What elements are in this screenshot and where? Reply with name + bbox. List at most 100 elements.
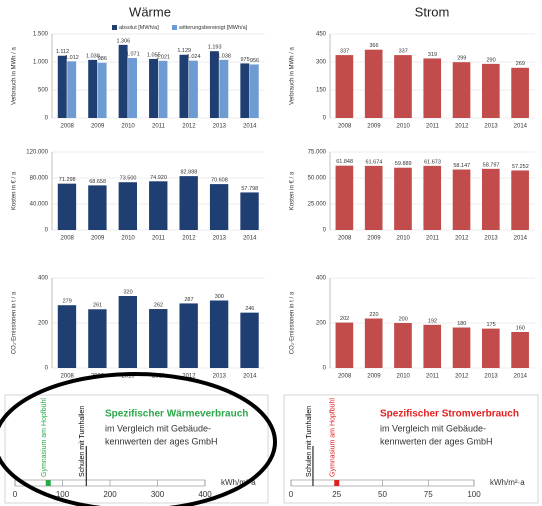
- x-tick-label: 2012: [455, 236, 469, 242]
- x-tick-label: 2009: [367, 374, 381, 380]
- bar: [118, 44, 128, 118]
- marker-label: Gymnasium am Hopfbühl: [330, 398, 337, 477]
- value-label: 279: [63, 299, 72, 305]
- panel-frame: [4, 394, 269, 504]
- value-label: 71.298: [59, 177, 76, 183]
- panel-subtitle: kennwerten der ages GmbH: [380, 436, 493, 446]
- value-label: 160: [516, 325, 525, 331]
- bar: [423, 165, 442, 230]
- bar: [118, 296, 138, 368]
- x-tick-label: 2014: [514, 236, 528, 242]
- x-tick-label: 2014: [243, 124, 257, 130]
- bar: [209, 184, 229, 230]
- bar: [335, 322, 354, 368]
- value-label: 320: [123, 289, 132, 295]
- y-tick-label: 0: [45, 116, 49, 122]
- bar: [240, 192, 259, 230]
- y-tick-label: 80.000: [30, 176, 49, 182]
- bar: [452, 327, 471, 368]
- x-tick-label: 2011: [426, 236, 440, 242]
- x-tick-label: 2008: [338, 236, 352, 242]
- value-label: 1.012: [65, 55, 79, 61]
- value-label: 180: [457, 321, 466, 327]
- y-axis-title: Verbrauch in MWh / a: [12, 46, 18, 104]
- value-label: 61.674: [366, 159, 383, 165]
- value-label: 68.658: [89, 179, 106, 185]
- y-axis-title: CO₂-Emissionen in t / a: [12, 291, 18, 354]
- legend-label: absolut [MWh/a]: [119, 25, 159, 31]
- value-label: 73.500: [120, 176, 137, 182]
- value-label: 192: [428, 318, 437, 324]
- x-tick-label: 2011: [426, 374, 440, 380]
- bar: [249, 64, 259, 118]
- value-label: 70.608: [211, 178, 228, 184]
- y-tick-label: 500: [38, 88, 49, 94]
- bar: [67, 61, 77, 118]
- y-axis-title: CO₂-Emissionen in t / a: [290, 291, 296, 354]
- x-tick-label: 25: [332, 490, 341, 499]
- y-tick-label: 400: [38, 276, 49, 282]
- value-label: 58.797: [483, 162, 500, 168]
- x-tick-label: 75: [424, 490, 433, 499]
- marker: [334, 480, 340, 486]
- bar: [149, 181, 168, 230]
- x-tick-label: 2009: [367, 124, 381, 130]
- x-tick-label: 2010: [121, 374, 135, 380]
- x-tick-label: 2008: [338, 374, 352, 380]
- panel-title: Spezifischer Stromverbrauch: [380, 409, 519, 420]
- bar: [481, 328, 500, 368]
- value-label: 61.673: [424, 159, 441, 165]
- x-tick-label: 2012: [182, 236, 196, 242]
- value-label: 261: [93, 303, 102, 309]
- bar: [118, 182, 138, 230]
- bar: [188, 60, 198, 118]
- x-tick-label: 2012: [182, 124, 196, 130]
- x-tick-label: 2014: [243, 236, 257, 242]
- value-label: 287: [184, 297, 193, 303]
- marker-label: Schulen mit Turnhallen: [306, 406, 313, 477]
- bar: [423, 58, 442, 118]
- panel-subtitle: im Vergleich mit Gebäude-: [380, 423, 486, 433]
- y-tick-label: 50.000: [308, 176, 327, 182]
- y-tick-label: 0: [45, 228, 49, 234]
- x-tick-label: 2008: [61, 236, 75, 242]
- x-tick-label: 2010: [397, 374, 411, 380]
- value-label: 58.147: [453, 163, 470, 169]
- bar: [240, 63, 250, 118]
- panel-subtitle: kennwerten der ages GmbH: [105, 436, 218, 446]
- x-tick-label: 2008: [338, 124, 352, 130]
- y-axis-title: Kosten in € / a: [290, 171, 296, 210]
- x-tick-label: 2014: [243, 374, 257, 380]
- y-axis-title: Verbrauch in MWh / a: [290, 46, 296, 104]
- bar: [511, 170, 529, 230]
- bar: [452, 169, 471, 230]
- bar: [240, 312, 259, 368]
- value-label: 1.021: [156, 54, 170, 60]
- bar: [511, 67, 529, 118]
- x-tick-label: 2011: [426, 124, 440, 130]
- bar: [179, 54, 189, 118]
- value-label: 74.920: [150, 175, 167, 181]
- x-tick-label: 50: [378, 490, 387, 499]
- x-tick-label: 2014: [514, 124, 528, 130]
- x-tick-label: 400: [198, 490, 212, 499]
- value-label: 61.848: [336, 159, 353, 165]
- x-tick-label: 2013: [213, 124, 227, 130]
- legend-label: witterungsbereinigt [MWh/a]: [178, 25, 248, 31]
- value-label: 82.888: [181, 170, 198, 176]
- x-tick-label: 2009: [91, 124, 105, 130]
- bar: [209, 51, 219, 118]
- panel-title: Spezifischer Wärmeverbrauch: [105, 409, 248, 420]
- x-tick-label: 2010: [397, 124, 411, 130]
- value-label: 175: [486, 322, 495, 328]
- bar: [335, 55, 354, 118]
- x-tick-label: 2010: [121, 124, 135, 130]
- value-label: 269: [516, 61, 525, 67]
- bar: [57, 305, 77, 368]
- x-tick-label: 2014: [514, 374, 528, 380]
- y-tick-label: 120.000: [26, 150, 48, 156]
- value-label: 319: [428, 52, 437, 58]
- bar: [481, 168, 500, 230]
- x-tick-label: 0: [289, 490, 294, 499]
